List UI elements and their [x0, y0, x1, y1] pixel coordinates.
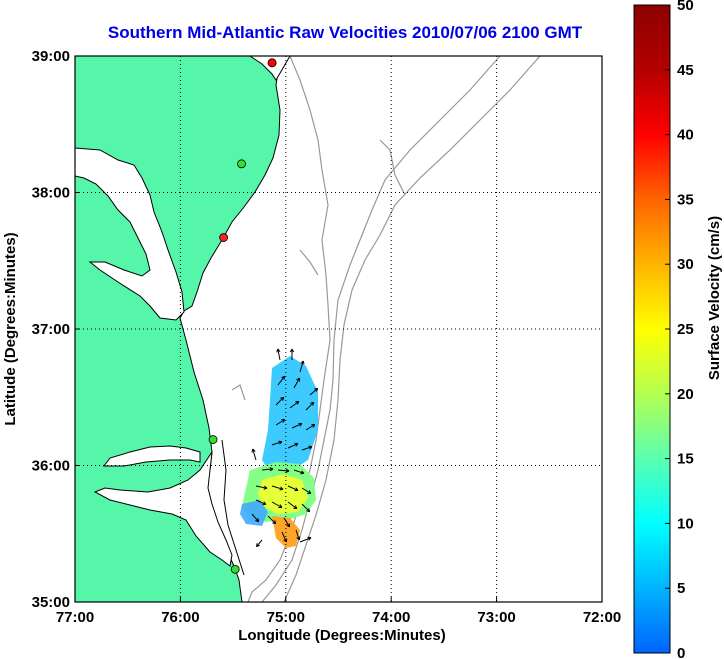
velocity-arrow [267, 515, 277, 525]
velocity-arrow [271, 440, 283, 446]
velocity-arrow [293, 469, 305, 475]
chesapeake-bay [75, 147, 185, 321]
colorbar [633, 4, 671, 654]
colorbar-tick-label: 0 [677, 645, 685, 659]
velocity-arrow [275, 419, 286, 426]
colorbar-label: Surface Velocity (cm/s) [706, 216, 723, 380]
velocity-arrow [305, 401, 315, 411]
velocity-arrow [287, 485, 299, 492]
station-markers [208, 58, 277, 574]
y-tick-label: 38:00 [32, 185, 70, 202]
velocity-arrow [287, 501, 298, 510]
x-axis-label: Longitude (Degrees:Minutes) [238, 627, 446, 644]
y-axis-label: Latitude (Degrees:Minutes) [2, 232, 19, 425]
colorbar-tick-label: 30 [677, 256, 694, 273]
bathymetry-contours [231, 56, 541, 602]
velocity-arrow [251, 448, 257, 461]
velocity-arrow [287, 442, 299, 449]
velocity-patch-west [240, 500, 268, 526]
station-marker [237, 159, 246, 169]
map-area [75, 56, 602, 602]
velocity-arrow [255, 499, 267, 506]
velocity-arrow [289, 400, 300, 409]
velocity-arrow [295, 529, 301, 541]
colorbar-tick-label: 40 [677, 127, 694, 144]
velocity-arrow [277, 468, 290, 473]
x-axis-ticks: 77:00 76:00 75:00 74:00 73:00 72:00 [56, 597, 621, 626]
station-marker [219, 233, 229, 242]
velocity-arrow [299, 360, 305, 373]
x-tick-label: 73:00 [477, 609, 515, 626]
velocity-arrow [293, 377, 300, 389]
velocity-arrow [291, 422, 303, 429]
velocity-arrow [301, 445, 313, 451]
barrier-island-line [221, 439, 245, 576]
velocity-patch-north [262, 356, 318, 476]
x-tick-label: 77:00 [56, 609, 94, 626]
velocity-arrow [305, 424, 316, 431]
velocity-arrow [271, 485, 284, 491]
velocity-patch-core [258, 474, 308, 514]
colorbar-tick-label: 20 [677, 386, 694, 403]
velocity-arrow [261, 467, 274, 472]
velocity-arrow [276, 348, 281, 361]
colorbar-tick-label: 35 [677, 191, 694, 208]
y-tick-label: 37:00 [32, 321, 70, 338]
station-marker [208, 435, 218, 444]
velocity-arrow [277, 375, 286, 386]
x-tick-label: 72:00 [583, 609, 621, 626]
velocity-arrow [289, 348, 295, 360]
x-tick-label: 74:00 [372, 609, 410, 626]
velocity-arrow [283, 517, 290, 528]
grid-lines [75, 56, 602, 602]
velocity-arrow [301, 487, 312, 494]
y-tick-label: 36:00 [32, 458, 70, 475]
station-marker [230, 564, 240, 574]
x-tick-label: 76:00 [161, 609, 199, 626]
x-tick-label: 75:00 [267, 609, 305, 626]
delaware-bay [249, 56, 291, 81]
velocity-arrow [256, 539, 263, 548]
velocity-arrow [275, 396, 285, 406]
y-tick-label: 39:00 [32, 48, 70, 65]
velocity-arrow [299, 536, 312, 543]
velocity-arrow [309, 387, 319, 396]
colorbar-tick-label: 50 [677, 0, 694, 14]
velocity-arrow [271, 501, 283, 508]
colorbar-tick-label: 10 [677, 515, 694, 532]
y-tick-label: 35:00 [32, 594, 70, 611]
station-marker [267, 58, 277, 68]
colorbar-tick-label: 45 [677, 62, 694, 79]
velocity-arrows [251, 348, 319, 548]
velocity-arrow [251, 513, 260, 523]
map-title: Southern Mid-Atlantic Raw Velocities 201… [107, 23, 583, 42]
velocity-arrow [301, 503, 311, 513]
y-axis-ticks: 39:00 38:00 37:00 36:00 35:00 [32, 48, 80, 611]
colorbar-tick-label: 25 [677, 321, 694, 338]
pamlico-sound [93, 451, 233, 567]
colorbar-tick-label: 15 [677, 451, 694, 468]
colorbar-tick-label: 5 [677, 580, 685, 597]
velocity-arrow [255, 485, 268, 490]
